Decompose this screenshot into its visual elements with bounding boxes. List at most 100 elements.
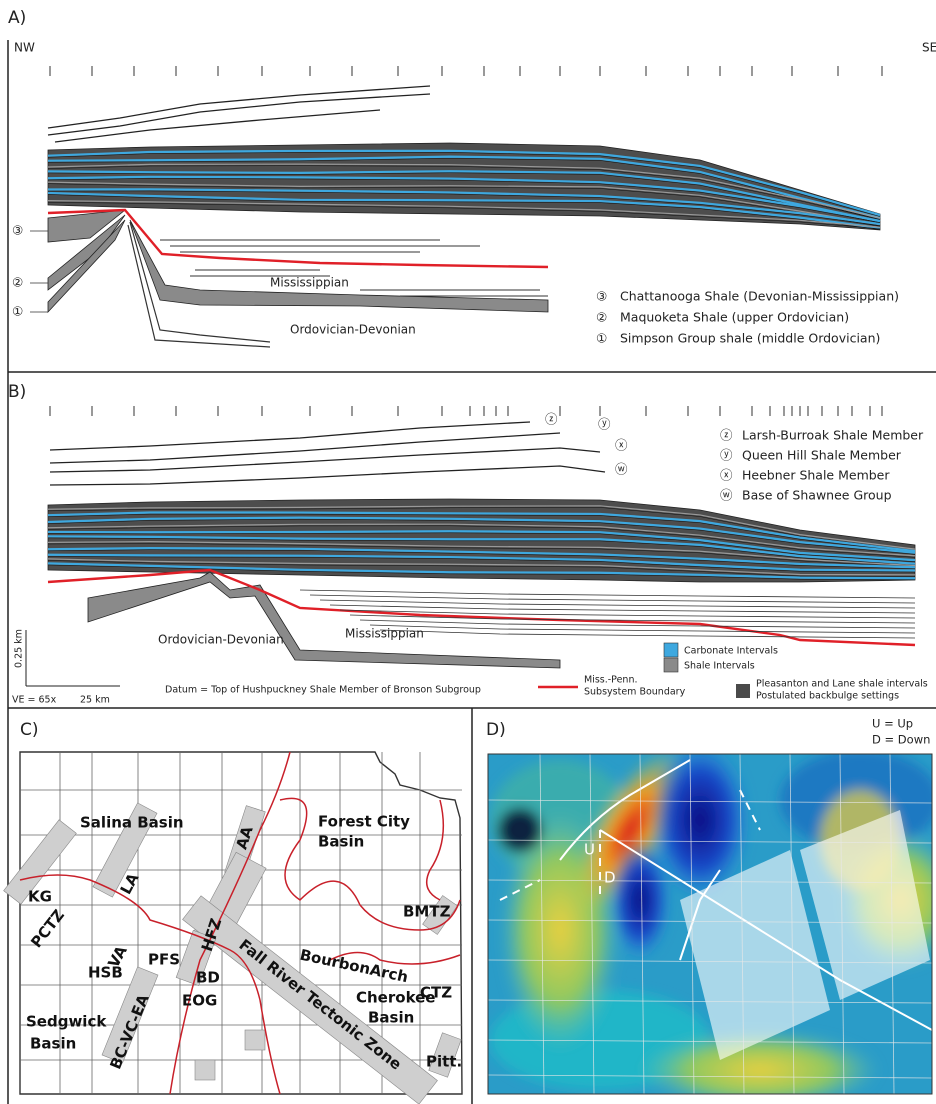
horizon-line bbox=[309, 594, 916, 604]
map-label: Sedgwick bbox=[26, 1013, 107, 1031]
strata-band bbox=[47, 498, 916, 583]
strata-edge bbox=[47, 525, 916, 558]
map-label: Basin bbox=[368, 1009, 414, 1027]
strata-line bbox=[47, 523, 916, 557]
strata-line bbox=[47, 516, 916, 554]
callout-marker: ② bbox=[12, 275, 23, 290]
map-label: CTZ bbox=[420, 984, 452, 1002]
scale-label: 0.25 km bbox=[14, 629, 25, 668]
tectonic-zone bbox=[182, 895, 438, 1104]
fault-label: D bbox=[604, 869, 616, 887]
map-label: EOG bbox=[182, 992, 217, 1010]
legend-text: Carbonate Intervals bbox=[684, 646, 778, 657]
legend-marker: ⓧ bbox=[720, 468, 733, 483]
fault-line bbox=[329, 951, 461, 965]
strata-line bbox=[47, 553, 916, 572]
county-line bbox=[488, 879, 932, 884]
county-line bbox=[488, 919, 932, 924]
callout-marker: ③ bbox=[12, 223, 23, 238]
tectonic-zone bbox=[194, 1059, 216, 1081]
tectonic-zone bbox=[101, 966, 159, 1064]
map-label: Forest City bbox=[318, 813, 410, 831]
county-line bbox=[488, 1074, 932, 1079]
panel-label: C) bbox=[20, 720, 39, 740]
callout-marker: ⓧ bbox=[615, 438, 628, 453]
strata-line bbox=[47, 155, 881, 219]
horizon-line bbox=[47, 85, 431, 129]
strata-edge bbox=[47, 165, 881, 220]
legend-text: Queen Hill Shale Member bbox=[742, 448, 902, 463]
county-line bbox=[539, 754, 545, 1094]
strata-line bbox=[47, 562, 916, 580]
legend-text: D = Down bbox=[872, 733, 930, 747]
tectonic-zone bbox=[175, 930, 217, 986]
map-label: Basin bbox=[30, 1035, 76, 1053]
map-label: BMTZ bbox=[403, 903, 451, 921]
unit-label: Ordovician-Devonian bbox=[290, 323, 416, 337]
panel-label: A) bbox=[8, 8, 26, 28]
map-label: Salina Basin bbox=[80, 814, 184, 832]
strata-line bbox=[47, 181, 881, 226]
legend-swatches: Carbonate Intervals Shale Intervals Miss… bbox=[538, 642, 928, 702]
strata-edge bbox=[47, 190, 881, 226]
horizon-line bbox=[359, 619, 916, 629]
strata-line bbox=[47, 191, 881, 230]
map-label: Cherokee bbox=[356, 989, 435, 1007]
map-label: HSB bbox=[88, 964, 123, 982]
strata-edge bbox=[47, 564, 916, 581]
legend-text: Simpson Group shale (middle Ordovician) bbox=[620, 331, 880, 346]
horizon-line bbox=[129, 221, 271, 343]
strata-line bbox=[47, 530, 916, 562]
tectonic-zone bbox=[92, 802, 158, 898]
unit-body bbox=[47, 209, 127, 243]
strata-edge bbox=[47, 543, 916, 568]
strata-edge bbox=[47, 513, 916, 553]
legend-b: ⓩ Larsh-Burroak Shale Member ⓨ Queen Hil… bbox=[720, 428, 924, 503]
tectonic-zone bbox=[244, 1029, 266, 1051]
legend-text: Postulated backbulge settings bbox=[756, 691, 899, 702]
legend-text: Chattanooga Shale (Devonian-Mississippia… bbox=[620, 289, 899, 304]
strata-edge bbox=[47, 507, 916, 551]
tectonic-zone bbox=[428, 1032, 462, 1078]
strata-edge bbox=[47, 549, 916, 570]
legend-a: ③ Chattanooga Shale (Devonian-Mississipp… bbox=[596, 289, 899, 346]
strata-line bbox=[47, 511, 916, 553]
callout-marker: ① bbox=[12, 304, 23, 319]
legend-text: Subsystem Boundary bbox=[584, 687, 686, 698]
cross-section-a bbox=[30, 66, 883, 348]
horizon-line bbox=[369, 624, 916, 634]
county-line bbox=[488, 999, 932, 1004]
unit-body bbox=[87, 571, 561, 669]
horizon-line bbox=[319, 599, 916, 609]
fault-label: U bbox=[584, 841, 595, 859]
horizon-line bbox=[329, 604, 916, 614]
strata-line bbox=[47, 541, 916, 567]
strata-line bbox=[47, 170, 881, 223]
fault-line bbox=[425, 799, 445, 901]
strata-edge bbox=[47, 152, 881, 217]
legend-marker: ③ bbox=[596, 289, 607, 304]
panel-label: D) bbox=[486, 720, 506, 740]
horizon-line bbox=[349, 614, 916, 624]
legend-text: Base of Shawnee Group bbox=[742, 488, 892, 503]
county-line bbox=[739, 754, 745, 1094]
county-line bbox=[689, 754, 695, 1094]
strata-line bbox=[47, 547, 916, 569]
strata-edge bbox=[47, 537, 916, 566]
county-line bbox=[839, 754, 845, 1094]
strata-edge bbox=[47, 201, 881, 230]
strata-line bbox=[47, 149, 881, 217]
strata-line bbox=[47, 505, 916, 550]
map-label: KG bbox=[28, 888, 52, 906]
legend-marker: ② bbox=[596, 310, 607, 325]
scale-bar: 0.25 km VE = 65x 25 km bbox=[12, 629, 120, 706]
legend-text: Maquoketa Shale (upper Ordovician) bbox=[620, 310, 849, 325]
map-label: Pitt. bbox=[426, 1053, 462, 1071]
horizon-line bbox=[49, 421, 531, 451]
county-line bbox=[488, 959, 932, 964]
legend-text: Heebner Shale Member bbox=[742, 468, 890, 483]
unit-body bbox=[47, 219, 126, 314]
county-line bbox=[789, 754, 795, 1094]
map-label: PFS bbox=[148, 951, 180, 969]
